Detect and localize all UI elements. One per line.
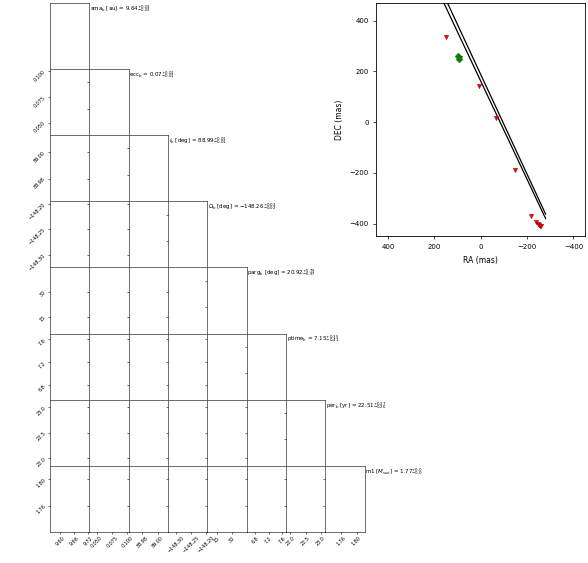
Text: m1 [$M_{sun}$] = 1.77$^{+0.0}_{-0.0}$: m1 [$M_{sun}$] = 1.77$^{+0.0}_{-0.0}$ xyxy=(365,466,423,477)
Point xyxy=(455,54,464,63)
Point xyxy=(534,220,544,229)
Text: $i_b$ [deg] = 88.99$^{+0.01}_{-0.01}$: $i_b$ [deg] = 88.99$^{+0.01}_{-0.01}$ xyxy=(169,135,226,146)
Point xyxy=(492,113,501,122)
Text: parg$_b$ [deg] = 20.92$^{+5.79}_{-6.97}$: parg$_b$ [deg] = 20.92$^{+5.79}_{-6.97}$ xyxy=(248,267,316,278)
Text: $\Omega_b$ [deg] = $-$148.26$^{+0.02}_{-0.02}$: $\Omega_b$ [deg] = $-$148.26$^{+0.02}_{-… xyxy=(208,201,276,212)
Text: ptime$_b$ = 7.15$^{+0.35}_{-0.41}$: ptime$_b$ = 7.15$^{+0.35}_{-0.41}$ xyxy=(287,333,339,345)
X-axis label: RA (mas): RA (mas) xyxy=(463,256,498,265)
Text: ecc$_b$ = 0.07$^{+0.01}_{-0.01}$: ecc$_b$ = 0.07$^{+0.01}_{-0.01}$ xyxy=(129,69,175,80)
Point xyxy=(533,219,543,228)
Point xyxy=(526,211,536,220)
Point xyxy=(442,32,451,41)
Point xyxy=(456,53,465,62)
Text: per$_b$ [yr] = 22.51$^{+0.27}_{-0.26}$: per$_b$ [yr] = 22.51$^{+0.27}_{-0.26}$ xyxy=(326,400,387,410)
Y-axis label: DEC (mas): DEC (mas) xyxy=(335,100,344,140)
Point xyxy=(474,82,483,91)
Point xyxy=(535,221,544,230)
Point xyxy=(510,166,520,175)
Point xyxy=(532,217,541,226)
Point xyxy=(536,222,545,231)
Text: sma$_b$ [au] = 9.64$^{+0.03}_{-0.03}$: sma$_b$ [au] = 9.64$^{+0.03}_{-0.03}$ xyxy=(90,3,151,14)
Point xyxy=(453,52,462,61)
